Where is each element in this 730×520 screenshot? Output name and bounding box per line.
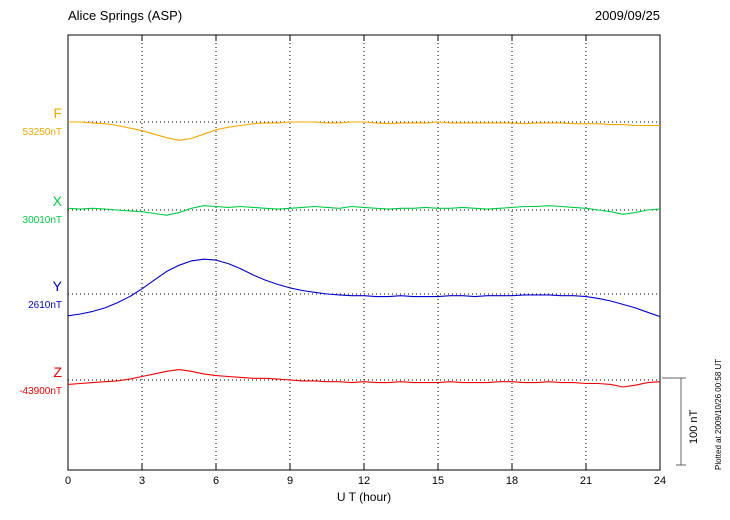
series-baseline-z: -43900nT bbox=[19, 386, 62, 397]
series-letter-x: X bbox=[52, 193, 62, 209]
series-label-x: X bbox=[2, 194, 62, 209]
plot-timestamp: Plotted at 2009/10/26 00:58 UT bbox=[714, 358, 723, 470]
x-tick-label: 18 bbox=[506, 475, 518, 487]
x-tick-label: 6 bbox=[213, 475, 219, 487]
series-baseline-f: 53250nT bbox=[22, 127, 62, 138]
x-tick-label: 21 bbox=[580, 475, 592, 487]
x-tick-label: 0 bbox=[65, 475, 71, 487]
series-letter-y: Y bbox=[52, 278, 62, 294]
chart-title: Alice Springs (ASP) bbox=[68, 8, 183, 23]
trace-y bbox=[67, 258, 661, 318]
series-baseline-y: 2610nT bbox=[28, 300, 62, 311]
trace-f bbox=[68, 121, 660, 141]
chart-date: 2009/09/25 bbox=[594, 8, 660, 23]
series-label-z: Z bbox=[2, 365, 62, 380]
trace-z bbox=[67, 369, 661, 388]
plot-frame bbox=[67, 34, 661, 471]
x-tick-label: 3 bbox=[139, 475, 145, 487]
series-letter-f: F bbox=[53, 105, 62, 121]
x-axis-label: U T (hour) bbox=[336, 490, 392, 504]
trace-x bbox=[67, 205, 661, 216]
x-tick-label: 12 bbox=[358, 475, 370, 487]
series-baseline-x: 30010nT bbox=[22, 215, 62, 226]
x-tick-label: 9 bbox=[287, 475, 293, 487]
series-letter-z: Z bbox=[53, 364, 62, 380]
series-label-y: Y bbox=[2, 279, 62, 294]
series-label-f: F bbox=[2, 106, 62, 121]
x-tick-label: 15 bbox=[432, 475, 444, 487]
x-tick-label: 24 bbox=[654, 475, 666, 487]
scale-bar-label: 100 nT bbox=[688, 409, 700, 444]
